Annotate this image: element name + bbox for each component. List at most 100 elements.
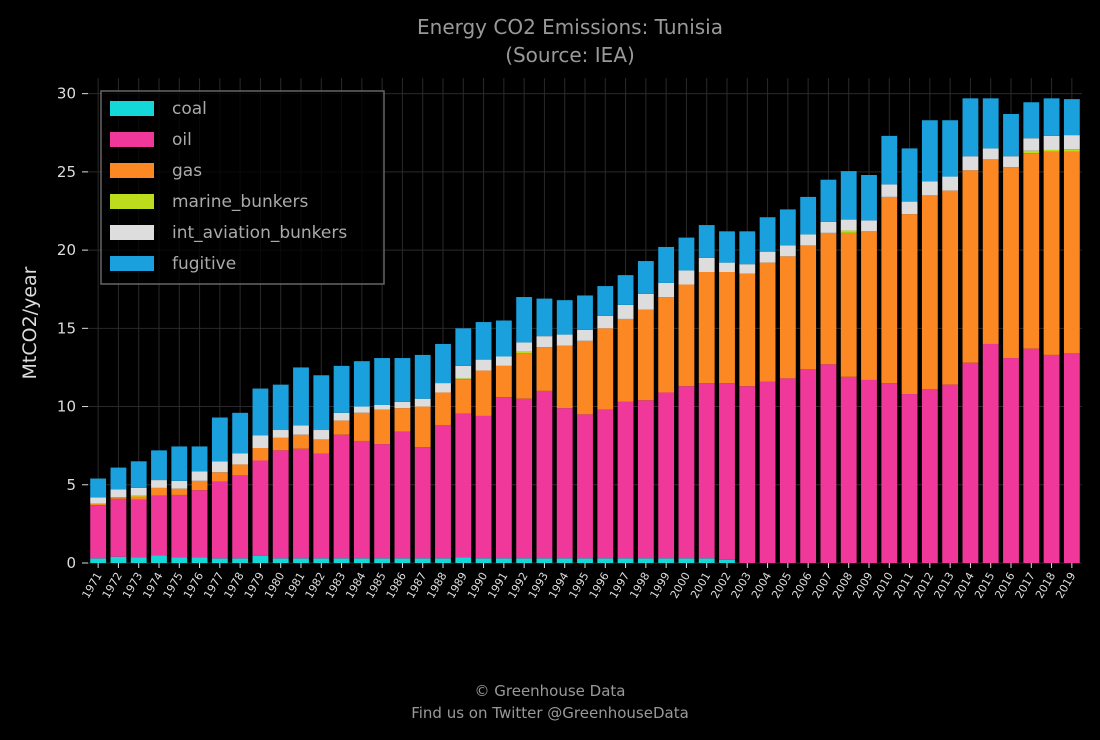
bar-coal-1971 bbox=[90, 558, 107, 563]
bar-oil-2002 bbox=[719, 383, 735, 560]
bar-oil-2019 bbox=[1063, 353, 1080, 563]
bar-gas-2012 bbox=[921, 195, 938, 390]
x-tick-label: 2008 bbox=[830, 570, 855, 601]
bar-coal-1983 bbox=[333, 558, 350, 563]
bar-coal-1992 bbox=[516, 558, 533, 563]
bar-int_aviation_bunkers-1984 bbox=[353, 406, 370, 413]
bar-int_aviation_bunkers-2008 bbox=[840, 219, 857, 231]
bar-oil-2000 bbox=[678, 386, 695, 559]
bar-coal-1994 bbox=[556, 558, 573, 563]
bar-fugitive-1986 bbox=[394, 358, 411, 402]
bar-fugitive-1981 bbox=[293, 367, 309, 426]
bar-marine_bunkers-1992 bbox=[516, 351, 533, 354]
x-tick-label: 1979 bbox=[242, 570, 267, 601]
bar-fugitive-1977 bbox=[211, 417, 228, 462]
bar-int_aviation_bunkers-2007 bbox=[820, 221, 837, 233]
x-tick-label: 1976 bbox=[181, 570, 206, 601]
bar-int_aviation_bunkers-2014 bbox=[962, 156, 979, 171]
bar-fugitive-2002 bbox=[719, 231, 735, 263]
x-tick-label: 1983 bbox=[323, 570, 348, 601]
bar-gas-2014 bbox=[962, 170, 979, 363]
legend-label-int_aviation_bunkers: int_aviation_bunkers bbox=[172, 223, 347, 243]
bar-gas-1974 bbox=[151, 487, 167, 496]
x-tick-label: 1985 bbox=[363, 570, 388, 601]
bar-oil-2003 bbox=[739, 386, 756, 563]
bar-oil-1985 bbox=[374, 444, 391, 559]
bar-fugitive-1996 bbox=[597, 286, 614, 316]
bar-coal-2002 bbox=[719, 559, 735, 563]
bar-gas-1985 bbox=[374, 409, 391, 445]
bar-oil-1976 bbox=[191, 490, 208, 558]
bar-fugitive-1994 bbox=[556, 300, 573, 335]
x-tick-label: 1973 bbox=[120, 570, 145, 601]
bar-oil-1984 bbox=[353, 440, 370, 559]
legend-box bbox=[100, 90, 385, 285]
bar-oil-1972 bbox=[110, 498, 127, 557]
x-tick-label: 1987 bbox=[404, 570, 429, 601]
x-tick-label: 1988 bbox=[424, 570, 449, 601]
bar-fugitive-1974 bbox=[151, 450, 167, 481]
bar-gas-1982 bbox=[313, 439, 330, 454]
x-tick-label: 1982 bbox=[303, 570, 328, 601]
bar-gas-1999 bbox=[658, 297, 675, 393]
bar-fugitive-2001 bbox=[698, 225, 715, 258]
bar-oil-1993 bbox=[536, 390, 553, 559]
x-tick-label: 2006 bbox=[789, 570, 814, 601]
bar-fugitive-1997 bbox=[617, 275, 634, 305]
x-tick-label: 1998 bbox=[627, 570, 652, 601]
bar-oil-1986 bbox=[394, 431, 411, 559]
bar-int_aviation_bunkers-1975 bbox=[171, 480, 188, 489]
bar-oil-1987 bbox=[414, 447, 431, 559]
x-tick-label: 2004 bbox=[749, 570, 774, 601]
bar-coal-1985 bbox=[374, 558, 391, 563]
y-tick-label: 25 bbox=[57, 163, 76, 181]
legend-swatch-gas bbox=[110, 163, 154, 178]
bar-int_aviation_bunkers-2004 bbox=[759, 251, 776, 263]
bar-int_aviation_bunkers-1977 bbox=[211, 461, 228, 473]
bar-fugitive-2011 bbox=[901, 148, 918, 202]
bar-coal-1995 bbox=[577, 558, 593, 563]
bar-coal-1991 bbox=[495, 558, 512, 563]
bar-gas-1972 bbox=[110, 497, 127, 499]
bar-oil-1992 bbox=[516, 398, 533, 559]
bar-int_aviation_bunkers-1989 bbox=[455, 365, 472, 379]
bar-fugitive-1971 bbox=[90, 478, 107, 498]
legend-label-fugitive: fugitive bbox=[172, 254, 236, 274]
bar-gas-2018 bbox=[1043, 151, 1060, 355]
x-tick-label: 2010 bbox=[871, 570, 896, 601]
bar-oil-1991 bbox=[495, 397, 512, 559]
x-tick-label: 1984 bbox=[343, 570, 368, 601]
bar-gas-1980 bbox=[272, 437, 289, 451]
bar-coal-1972 bbox=[110, 556, 127, 563]
bar-fugitive-1989 bbox=[455, 328, 472, 366]
bar-gas-2004 bbox=[759, 262, 776, 382]
bar-coal-1978 bbox=[232, 558, 249, 563]
bar-fugitive-1978 bbox=[232, 412, 249, 454]
bar-fugitive-1983 bbox=[333, 365, 350, 413]
bar-fugitive-1985 bbox=[374, 358, 391, 405]
x-tick-label: 1980 bbox=[262, 570, 287, 601]
x-tick-label: 1995 bbox=[566, 570, 591, 601]
bar-int_aviation_bunkers-1985 bbox=[374, 404, 391, 410]
bar-gas-1993 bbox=[536, 347, 553, 391]
bar-oil-1994 bbox=[556, 408, 573, 559]
bar-oil-1973 bbox=[130, 499, 147, 558]
bar-gas-2010 bbox=[881, 196, 898, 384]
bar-int_aviation_bunkers-1979 bbox=[252, 435, 269, 449]
bar-gas-2016 bbox=[1003, 167, 1019, 359]
y-tick-label: 20 bbox=[57, 241, 76, 259]
x-tick-label: 1989 bbox=[445, 570, 470, 601]
bars bbox=[90, 98, 1080, 563]
bar-gas-2019 bbox=[1063, 151, 1080, 354]
legend-swatch-marine_bunkers bbox=[110, 194, 154, 209]
legend-label-marine_bunkers: marine_bunkers bbox=[172, 192, 308, 212]
bar-gas-1992 bbox=[516, 353, 533, 399]
bar-coal-1990 bbox=[475, 558, 492, 563]
x-tick-label: 1991 bbox=[485, 570, 510, 601]
bar-fugitive-2016 bbox=[1003, 113, 1019, 157]
x-tick-label: 2007 bbox=[810, 570, 835, 601]
bar-gas-2008 bbox=[840, 232, 857, 377]
bar-gas-2001 bbox=[698, 272, 715, 384]
bar-fugitive-2008 bbox=[840, 171, 857, 220]
bar-oil-2004 bbox=[759, 381, 776, 563]
